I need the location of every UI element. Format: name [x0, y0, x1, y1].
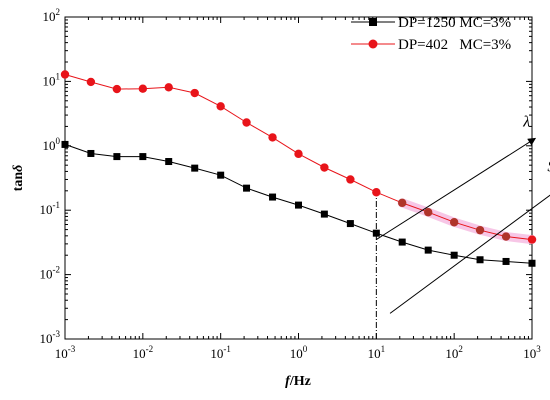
data-point	[191, 164, 199, 172]
y-axis-title: tanδ	[11, 165, 26, 192]
x-tick-label: 10-2	[133, 344, 154, 361]
x-tick-label: 103	[523, 344, 541, 361]
data-point	[320, 163, 329, 172]
y-tick-label: 10-1	[40, 200, 61, 217]
legend-label-dp402: DP=402 MC=3%	[398, 37, 511, 53]
data-point	[398, 238, 406, 246]
data-point	[475, 225, 485, 235]
y-tick-label: 101	[43, 71, 61, 88]
y-tick-label: 10-3	[40, 329, 61, 346]
data-point	[449, 218, 459, 227]
y-tick-label: 100	[43, 136, 61, 153]
data-point	[450, 251, 458, 259]
series-1	[60, 70, 537, 245]
data-point	[61, 140, 69, 148]
series-highlight	[397, 198, 537, 245]
data-point	[476, 256, 484, 264]
axis-ticks	[64, 16, 533, 340]
y-tick-label: 102	[43, 7, 61, 24]
data-point	[242, 118, 251, 127]
data-point	[424, 208, 433, 217]
legend: DP=1250 MC=3% DP=402 MC=3%	[351, 15, 511, 53]
data-point	[86, 77, 96, 87]
data-point	[112, 84, 122, 94]
legend-label-dp1250: DP=1250 MC=3%	[398, 15, 511, 31]
x-tick-label: 102	[445, 344, 463, 361]
x-tick-label: 101	[368, 344, 386, 361]
annotation-label: Sm	[547, 158, 550, 179]
x-tick-label: 100	[290, 344, 308, 361]
annotation-arrow	[389, 194, 550, 314]
data-point	[424, 246, 432, 254]
annotation-arrow	[376, 137, 537, 240]
data-point	[501, 232, 511, 241]
data-point	[269, 193, 277, 201]
data-point	[528, 259, 536, 267]
data-point	[372, 229, 380, 237]
data-point	[190, 88, 199, 98]
data-point	[139, 153, 147, 161]
data-point	[320, 210, 328, 218]
y-tick-label: 10-2	[40, 265, 61, 282]
data-point	[138, 84, 148, 93]
data-point	[502, 257, 510, 265]
data-point	[113, 153, 121, 161]
data-point	[294, 149, 303, 159]
data-point	[268, 133, 277, 142]
annotations: λ Sm	[376, 113, 550, 314]
data-point	[60, 70, 70, 79]
data-point	[216, 102, 225, 111]
data-point	[243, 184, 251, 192]
data-point	[87, 149, 95, 157]
data-point	[165, 158, 173, 166]
data-point	[527, 235, 537, 244]
annotation-label: λ	[522, 113, 530, 130]
y-tick-labels: 10-3 10-2 10-1 100 101 102	[40, 7, 61, 346]
plot-frame	[64, 16, 533, 340]
data-point	[295, 201, 302, 209]
legend-marker-dp1250	[369, 18, 377, 26]
series-layer	[60, 70, 537, 267]
data-point	[217, 171, 225, 179]
x-tick-label: 10-1	[210, 344, 231, 361]
x-tick-label: 10-3	[55, 344, 76, 361]
data-point	[346, 220, 354, 228]
data-point	[164, 83, 173, 92]
x-axis-title: f/Hz	[285, 374, 311, 389]
data-point	[346, 175, 355, 184]
series-0	[61, 140, 536, 267]
data-point	[398, 198, 407, 208]
data-point	[372, 188, 381, 197]
x-tick-labels: 10-3 10-2 10-1 100 101 102 103	[55, 344, 542, 361]
legend-marker-dp402	[368, 39, 378, 49]
